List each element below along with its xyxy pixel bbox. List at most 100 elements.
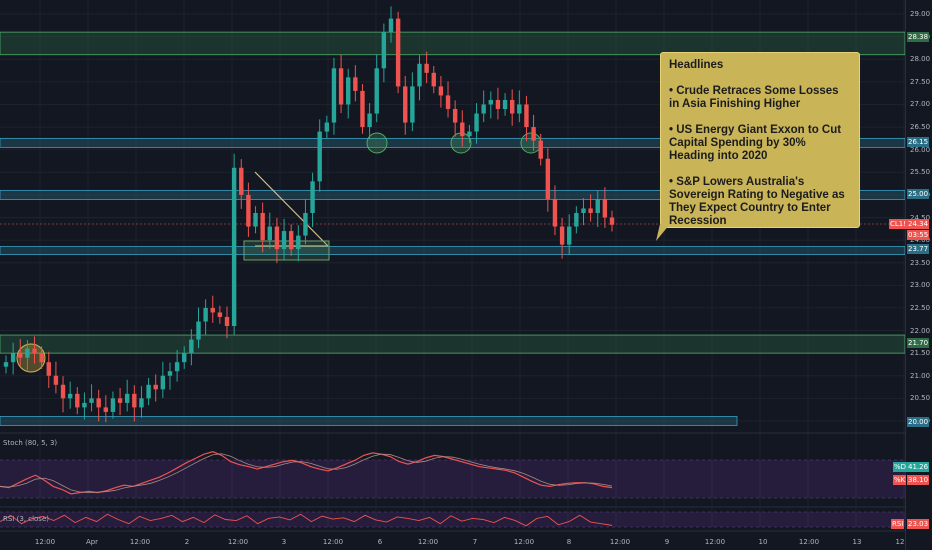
candle-body [281, 231, 287, 250]
price-tick: 21.50 [910, 349, 931, 358]
candle-body [3, 362, 9, 367]
candle-body [467, 131, 472, 137]
headline-note[interactable]: Headlines • Crude Retraces Some Losses i… [660, 52, 860, 228]
candle-body [82, 402, 87, 408]
candle-body [196, 321, 201, 340]
price-tick: 29.00 [910, 10, 931, 19]
candle-body [253, 212, 258, 227]
time-tick: 12:00 [513, 538, 535, 546]
level-label: 26.15 [907, 137, 930, 147]
price-tick: 26.50 [910, 123, 931, 132]
last-price-label: 24.34 [907, 219, 930, 229]
highlight-circle [16, 343, 46, 373]
candle-body [381, 32, 387, 69]
candle-body [224, 316, 230, 327]
time-tick: 12:00 [609, 538, 631, 546]
level-zone [0, 416, 738, 426]
candle-body [53, 375, 59, 385]
candle-body [296, 235, 301, 250]
candle-body [588, 208, 593, 213]
time-tick: 8 [566, 538, 572, 546]
symbol-tag: CL1! [889, 219, 908, 229]
candle-body [502, 99, 508, 109]
countdown-label: 03:55 [907, 230, 930, 240]
candle-body [602, 199, 608, 218]
candle-body [545, 158, 551, 200]
time-tick: 12:00 [129, 538, 151, 546]
candle-body [331, 68, 337, 123]
candle-body [203, 307, 208, 322]
time-tick: 12:00 [227, 538, 249, 546]
candle-body [474, 113, 479, 132]
candle-body [517, 104, 522, 114]
level-label: 23.77 [907, 244, 930, 254]
candle-body [460, 122, 465, 137]
candle-body [288, 231, 294, 250]
candle-body [67, 393, 73, 399]
price-axis[interactable]: 29.0028.5028.0027.5027.0026.5026.0025.50… [905, 0, 932, 550]
level-zone [0, 189, 905, 200]
candle-body [210, 307, 215, 313]
stoch-k-tag: %K [893, 475, 907, 485]
candle-body [231, 167, 237, 327]
candle-body [75, 393, 80, 408]
time-tick: 6 [377, 538, 383, 546]
time-tick: 12:00 [34, 538, 56, 546]
stoch-label[interactable]: Stoch (80, 5, 3) [3, 439, 58, 447]
candle-body [146, 384, 151, 399]
level-zone [0, 334, 905, 354]
candle-body [609, 217, 615, 225]
candle-body [317, 131, 322, 182]
candle-body [10, 353, 16, 363]
price-tick: 28.00 [910, 55, 931, 64]
candle-body [125, 393, 130, 403]
price-chart[interactable] [0, 0, 905, 550]
candle-body [25, 348, 30, 358]
price-tick: 26.00 [910, 145, 931, 154]
stoch-d-tag: %D [893, 462, 908, 472]
candle-body [567, 226, 572, 245]
level-label: 20.00 [907, 417, 930, 427]
highlight-circle [366, 132, 388, 154]
time-tick: 10 [758, 538, 768, 546]
candle-body [438, 86, 444, 96]
price-tick: 21.00 [910, 371, 931, 380]
time-tick: 3 [281, 538, 287, 546]
candle-body [153, 384, 158, 390]
headline-item: • Crude Retraces Some Losses in Asia Fin… [669, 85, 839, 110]
candle-body [531, 127, 536, 141]
time-tick: 12:00 [798, 538, 820, 546]
candlestick-series [3, 6, 615, 423]
price-tick: 20.50 [910, 394, 931, 403]
time-tick: 12:00 [417, 538, 439, 546]
rsi-label[interactable]: RSI (3, close) [3, 515, 49, 523]
candle-body [524, 104, 529, 128]
candle-body [274, 226, 280, 250]
price-tick: 25.50 [910, 168, 931, 177]
candle-body [431, 72, 436, 87]
candle-body [488, 99, 493, 105]
time-tick: 12 [895, 538, 905, 546]
stoch-k-value: 38.10 [907, 475, 930, 485]
candle-body [246, 194, 251, 227]
candle-body [495, 99, 501, 109]
candle-body [260, 212, 265, 241]
candle-body [559, 226, 565, 245]
headline-item: • S&P Lowers Australia's Sovereign Ratin… [669, 176, 845, 227]
level-zone [0, 246, 905, 255]
note-pointer [656, 224, 670, 241]
candle-body [32, 348, 37, 354]
candle-body [388, 18, 394, 33]
candle-body [89, 398, 94, 403]
price-tick: 24.00 [910, 236, 931, 245]
candle-body [324, 122, 330, 132]
candle-body [346, 77, 351, 105]
candle-body [452, 108, 458, 123]
candle-body [353, 77, 358, 91]
candle-body [182, 353, 187, 363]
time-tick: 12:00 [704, 538, 726, 546]
price-tick: 22.50 [910, 303, 931, 312]
rsi-line [0, 513, 613, 527]
level-label: 25.00 [907, 189, 930, 199]
price-tick: 27.00 [910, 100, 931, 109]
